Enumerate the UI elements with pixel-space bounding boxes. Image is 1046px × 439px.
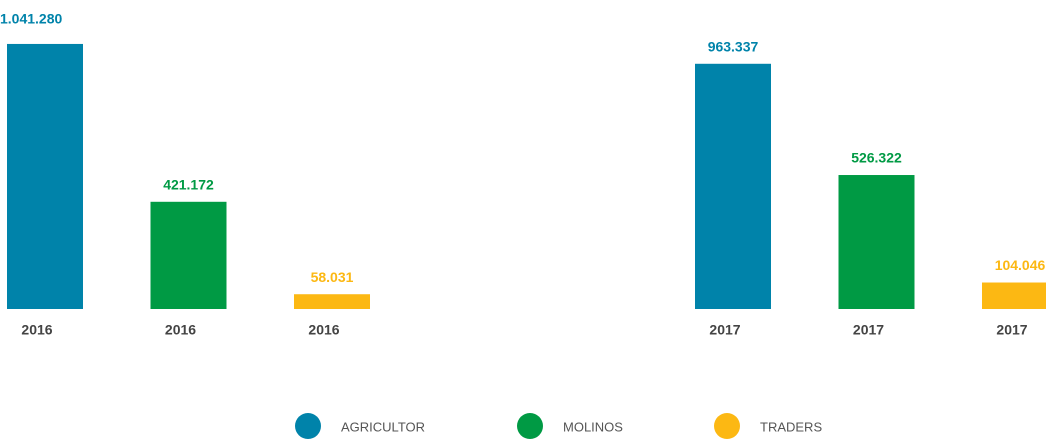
x-tick-label: 2017 — [853, 322, 884, 338]
bar — [982, 282, 1046, 309]
x-tick-label: 2016 — [308, 322, 339, 338]
bar — [695, 63, 771, 310]
bar — [7, 43, 83, 310]
value-label: 58.031 — [311, 269, 354, 285]
x-tick-label: 2017 — [996, 322, 1027, 338]
legend-swatch — [714, 413, 740, 439]
value-label: 104.046 — [995, 257, 1046, 273]
legend-label: AGRICULTOR — [341, 419, 425, 434]
bar — [838, 175, 915, 309]
legend-swatch — [517, 413, 543, 439]
legend-swatch — [295, 413, 321, 439]
bar — [294, 294, 370, 309]
x-tick-label: 2017 — [709, 322, 740, 338]
x-tick-label: 2016 — [21, 322, 52, 338]
bar — [150, 201, 227, 309]
value-label: 1.041.280 — [0, 11, 62, 27]
x-tick-label: 2016 — [165, 322, 196, 338]
legend-label: TRADERS — [760, 419, 822, 434]
legend-label: MOLINOS — [563, 419, 623, 434]
value-label: 421.172 — [163, 176, 214, 192]
value-label: 963.337 — [708, 38, 759, 54]
value-label: 526.322 — [851, 150, 902, 166]
